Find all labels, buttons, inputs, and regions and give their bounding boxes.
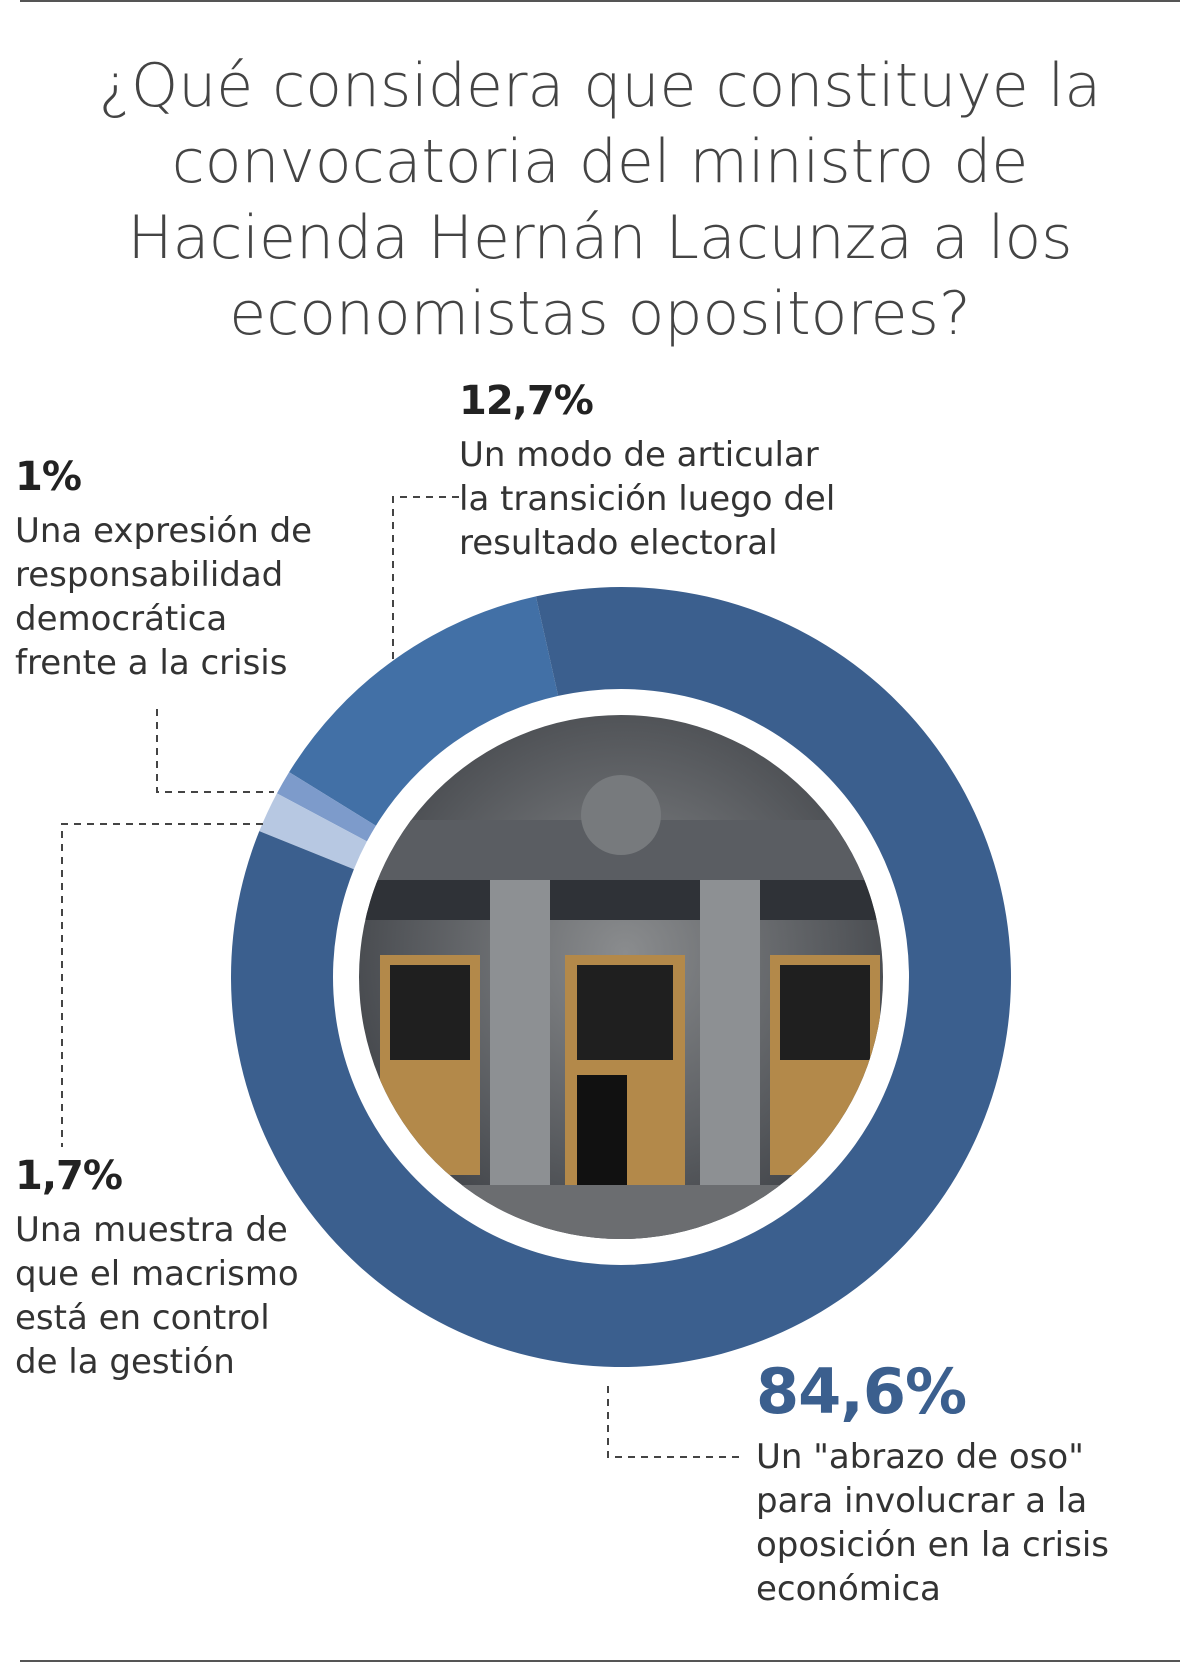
value-label: 12,7% [459,378,594,424]
donut-slice [276,772,376,842]
category-label: Un "abrazo de oso" para involucrar a la … [756,1437,1109,1609]
donut-slice [289,596,559,826]
category-label: Una muestra de que el macrismo está en c… [15,1210,299,1382]
leader-line [607,1386,743,1458]
top-rule [20,0,1180,2]
leader-line [156,709,274,793]
photo [359,715,883,1239]
leader-line [61,823,263,1147]
category-label: Un modo de articular la transición luego… [459,435,836,563]
leaders [61,496,743,1458]
chart-title: ¿Qué considera que constituye la convoca… [98,51,1102,349]
value-label: 1% [15,454,82,500]
value-label: 84,6% [756,1355,967,1428]
bottom-rule [20,1660,1180,1662]
donut-slice [259,793,367,870]
leader-line [392,496,459,664]
value-label: 1,7% [15,1153,123,1199]
category-label: Una expresión de responsabilidad democrá… [15,511,313,683]
